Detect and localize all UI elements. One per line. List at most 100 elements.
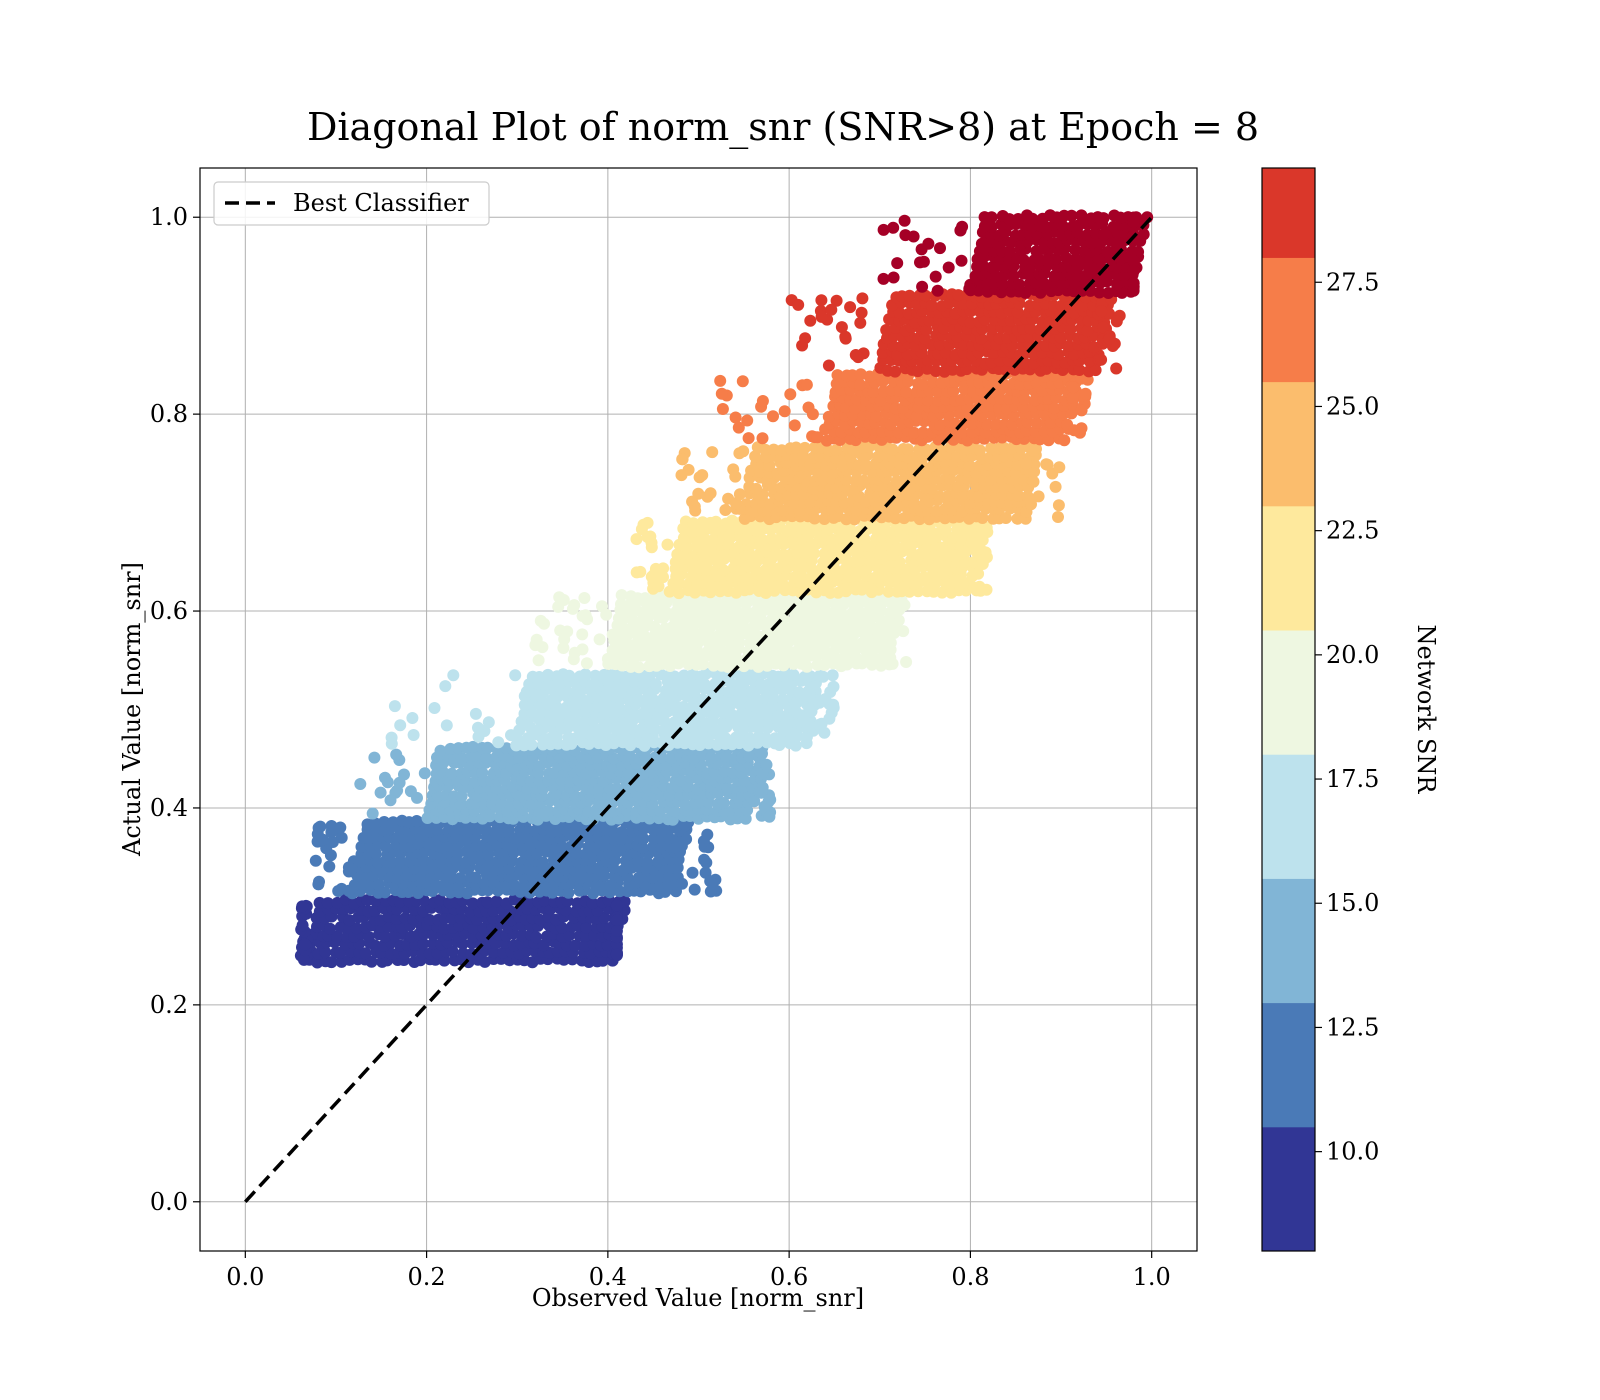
scatter-point bbox=[325, 956, 338, 969]
x-tick-label: 1.0 bbox=[1133, 1263, 1171, 1291]
scatter-point bbox=[1027, 444, 1040, 457]
scatter-point bbox=[600, 608, 613, 621]
scatter-point bbox=[580, 921, 593, 934]
x-tick-label: 0.0 bbox=[226, 1263, 264, 1291]
scatter-point bbox=[705, 751, 718, 764]
scatter-point bbox=[963, 282, 976, 295]
scatter-point bbox=[529, 639, 542, 652]
scatter-point bbox=[750, 482, 763, 495]
colorbar-band-3 bbox=[1262, 878, 1315, 1004]
scatter-point bbox=[508, 879, 521, 891]
scatter-point bbox=[390, 913, 403, 925]
scatter-point bbox=[321, 897, 334, 910]
scatter-point bbox=[704, 875, 717, 888]
scatter-point bbox=[698, 853, 711, 866]
scatter-point bbox=[417, 937, 430, 950]
scatter-point bbox=[1003, 213, 1016, 226]
scatter-point bbox=[680, 541, 693, 554]
scatter-point bbox=[798, 441, 811, 454]
scatter-point bbox=[923, 314, 936, 327]
scatter-point bbox=[839, 332, 852, 345]
scatter-point bbox=[862, 441, 875, 454]
scatter-point bbox=[569, 939, 582, 952]
scatter-point bbox=[593, 633, 606, 646]
scatter-point bbox=[704, 487, 717, 500]
scatter-point bbox=[886, 657, 899, 670]
scatter-point bbox=[1058, 434, 1071, 447]
scatter-point bbox=[296, 900, 309, 913]
scatter-point bbox=[1097, 212, 1110, 225]
scatter-point bbox=[688, 883, 701, 896]
scatter-point bbox=[434, 744, 447, 757]
scatter-point bbox=[1024, 495, 1037, 508]
scatter-point bbox=[933, 490, 945, 503]
scatter-point bbox=[610, 925, 623, 937]
scatter-point bbox=[897, 625, 910, 638]
scatter-band-9 bbox=[785, 288, 1126, 378]
scatter-point bbox=[472, 730, 485, 743]
chart-title: Diagonal Plot of norm_snr (SNR>8) at Epo… bbox=[307, 105, 1259, 150]
scatter-point bbox=[447, 669, 460, 682]
scatter-point bbox=[815, 310, 828, 323]
scatter-point bbox=[1075, 404, 1088, 417]
scatter-point bbox=[661, 607, 674, 620]
scatter-point bbox=[1137, 228, 1150, 241]
scatter-point bbox=[568, 646, 581, 659]
scatter-point bbox=[1018, 393, 1031, 406]
scatter-point bbox=[715, 669, 728, 682]
scatter-point bbox=[827, 701, 840, 714]
scatter-point bbox=[818, 726, 831, 739]
colorbar-band-9 bbox=[1262, 168, 1315, 258]
scatter-point bbox=[767, 410, 779, 423]
scatter-point bbox=[617, 622, 630, 635]
scatter-point bbox=[804, 314, 817, 327]
scatter-point bbox=[385, 737, 398, 750]
scatter-point bbox=[942, 261, 955, 274]
scatter-point bbox=[627, 615, 640, 628]
scatter-point bbox=[825, 303, 838, 316]
scatter-point bbox=[889, 512, 902, 525]
scatter-point bbox=[665, 752, 678, 765]
scatter-point bbox=[751, 693, 764, 706]
scatter-point bbox=[985, 220, 998, 233]
scatter-point bbox=[576, 628, 589, 641]
colorbar-tick-label: 27.5 bbox=[1326, 268, 1379, 296]
scatter-point bbox=[917, 426, 930, 439]
scatter-point bbox=[630, 533, 643, 546]
colorbar-ticks: 10.0 12.5 15.0 17.5 20.0 22.5 25.0 27.5 bbox=[1315, 268, 1379, 1166]
scatter-point bbox=[324, 922, 336, 935]
scatter-point bbox=[709, 515, 722, 528]
scatter-point bbox=[831, 369, 844, 382]
scatter-point bbox=[527, 864, 540, 877]
scatter-point bbox=[985, 442, 998, 455]
colorbar-label: Network SNR bbox=[1412, 625, 1440, 795]
scatter-point bbox=[908, 426, 921, 439]
scatter-point bbox=[931, 284, 944, 297]
scatter-point bbox=[687, 517, 700, 530]
scatter-point bbox=[1089, 364, 1102, 377]
scatter-point bbox=[849, 349, 862, 361]
scatter-point bbox=[312, 878, 325, 891]
scatter-point bbox=[760, 758, 773, 771]
scatter-point bbox=[668, 670, 681, 683]
scatter-point bbox=[538, 617, 550, 630]
scatter-point bbox=[1127, 216, 1140, 228]
scatter-point bbox=[610, 914, 623, 927]
scatter-point bbox=[965, 536, 978, 549]
scatter-point bbox=[759, 732, 772, 745]
scatter-band-6 bbox=[630, 514, 994, 600]
colorbar-frame bbox=[1261, 167, 1316, 1252]
scatter-point bbox=[795, 644, 808, 657]
scatter-point bbox=[674, 774, 687, 787]
legend-box bbox=[213, 181, 490, 226]
scatter-point bbox=[1081, 324, 1094, 337]
plot-area: 0.0 0.2 0.4 0.6 0.8 1.0 0.0 0.2 0.4 0.6 0.8 1.0 bbox=[150, 167, 1198, 1291]
scatter-point bbox=[697, 835, 710, 848]
scatter-point bbox=[378, 816, 391, 828]
scatter-point bbox=[985, 211, 998, 224]
scatter-point bbox=[854, 316, 867, 329]
colorbar-tick-label: 25.0 bbox=[1326, 392, 1379, 420]
scatter-point bbox=[885, 384, 898, 397]
scatter-point bbox=[853, 606, 866, 619]
scatter-point bbox=[354, 778, 367, 790]
